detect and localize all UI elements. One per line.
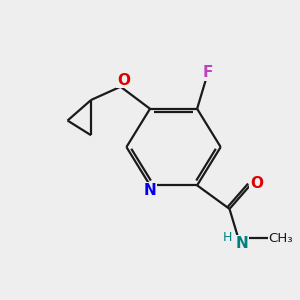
Text: O: O (117, 73, 130, 88)
Text: N: N (144, 183, 156, 198)
Text: H: H (223, 231, 232, 244)
Text: CH₃: CH₃ (269, 232, 293, 245)
Text: O: O (250, 176, 263, 191)
Text: F: F (203, 65, 214, 80)
Text: N: N (236, 236, 248, 251)
